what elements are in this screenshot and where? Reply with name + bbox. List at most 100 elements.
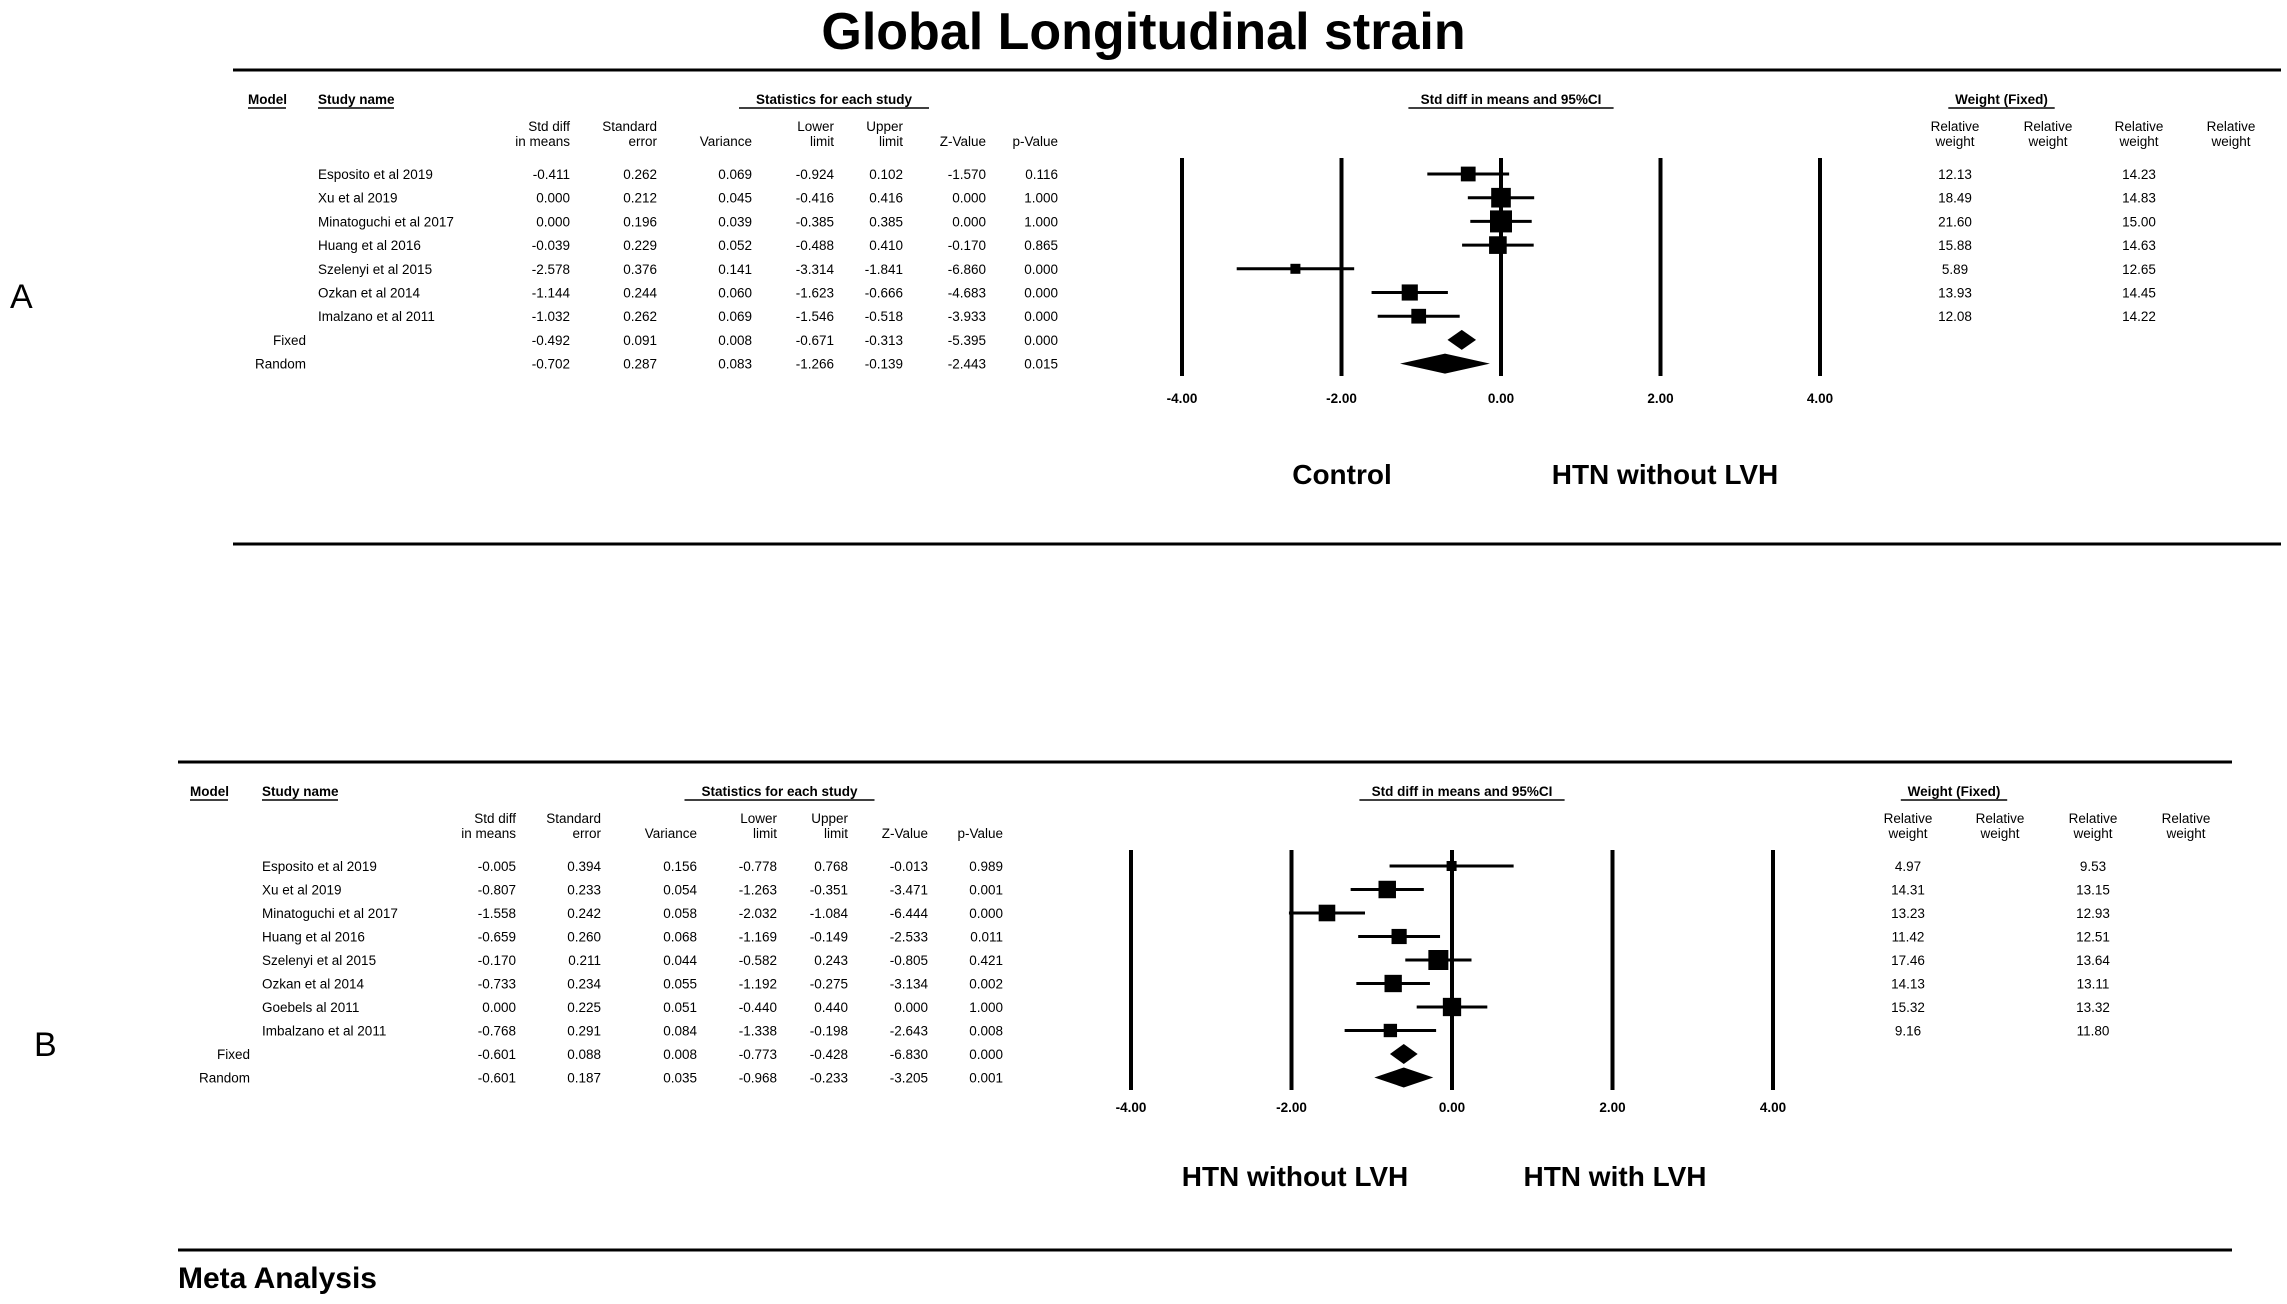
p1-row-5-point-estimate (1401, 284, 1418, 301)
p1-row-1-stat-4: 0.416 (869, 191, 903, 206)
p1-row-4-stat-0: -2.578 (532, 262, 570, 277)
p1-row-7-model: Fixed (273, 333, 306, 348)
p2-row-8-stat-4: -0.428 (810, 1047, 848, 1062)
p2-row-5-stat-6: 0.002 (969, 977, 1003, 992)
p2-row-2-point-estimate (1318, 904, 1336, 922)
p1-row-5-study-name: Ozkan et al 2014 (318, 286, 421, 301)
p2-row-3-stat-3: -1.169 (739, 930, 777, 945)
p2-row-5-stat-3: -1.192 (739, 977, 777, 992)
p1-row-1-stat-1: 0.212 (623, 191, 657, 206)
p2-favours-right-label: HTN with LVH (1523, 1161, 1706, 1192)
p1-row-8-model: Random (255, 357, 306, 372)
p1-header-forest: Std diff in means and 95%CI (1421, 92, 1602, 107)
p2-row-5-stat-2: 0.055 (663, 977, 697, 992)
p2-row-0-study-name: Esposito et al 2019 (262, 859, 377, 874)
p2-row-3-stat-2: 0.068 (663, 930, 697, 945)
p1-row-4-weight-fixed: 5.89 (1942, 262, 1968, 277)
p1-row-3-point-estimate (1489, 236, 1507, 254)
p1-row-3-stat-3: -0.488 (796, 238, 834, 253)
p1-row-1-point-estimate (1491, 187, 1511, 208)
p2-row-4-weight-fixed: 17.46 (1891, 953, 1925, 968)
p2-row-2-study-name: Minatoguchi et al 2017 (262, 906, 398, 921)
p2-row-1-stat-4: -0.351 (810, 883, 848, 898)
p2-row-9-stat-4: -0.233 (810, 1071, 848, 1086)
p1-row-3-stat-5: -0.170 (948, 238, 986, 253)
p1-row-0-stat-2: 0.069 (718, 167, 752, 182)
p2-row-5-stat-5: -3.134 (890, 977, 929, 992)
p2-row-2-stat-4: -1.084 (810, 906, 849, 921)
p1-row-0-stat-5: -1.570 (948, 167, 986, 182)
p2-row-7-stat-6: 0.008 (969, 1024, 1003, 1039)
p2-row-2-stat-6: 0.000 (969, 906, 1003, 921)
p1-row-0-stat-6: 0.116 (1025, 167, 1058, 182)
p2-row-1-stat-0: -0.807 (478, 883, 516, 898)
p2-row-4-stat-3: -0.582 (739, 953, 777, 968)
p1-col-header-6-line2: p-Value (1012, 134, 1058, 149)
p1-row-1-stat-2: 0.045 (718, 191, 752, 206)
p1-row-7-summary-diamond (1447, 329, 1477, 350)
p1-row-4-stat-6: 0.000 (1024, 262, 1058, 277)
panel-label-a: A (10, 278, 33, 316)
p1-weight-header-2-line2: weight (2118, 134, 2158, 149)
p1-row-7-stat-6: 0.000 (1024, 333, 1058, 348)
p2-row-5-weight-fixed: 14.13 (1891, 977, 1925, 992)
p1-header-weight: Weight (Fixed) (1955, 92, 2048, 107)
p1-row-4-stat-5: -6.860 (948, 262, 986, 277)
p2-row-3-point-estimate (1391, 928, 1407, 945)
p1-weight-header-1-line2: weight (2027, 134, 2067, 149)
p1-weight-header-1-line1: Relative (2024, 119, 2073, 134)
p1-row-0-study-name: Esposito et al 2019 (318, 167, 433, 182)
p1-row-8-stat-0: -0.702 (532, 357, 570, 372)
p2-row-7-weight-fixed: 9.16 (1895, 1024, 1921, 1039)
p2-row-6-stat-2: 0.051 (663, 1000, 697, 1015)
p2-row-1-weight-fixed: 14.31 (1891, 883, 1925, 898)
p2-weight-header-0-line1: Relative (1884, 811, 1933, 826)
p1-header-model: Model (248, 92, 287, 107)
p2-row-2-stat-1: 0.242 (567, 906, 601, 921)
p2-col-header-3-line2: limit (753, 826, 777, 841)
p1-row-1-weight-random: 14.83 (2122, 191, 2156, 206)
p2-row-7-stat-2: 0.084 (663, 1024, 697, 1039)
p2-row-9-stat-3: -0.968 (739, 1071, 777, 1086)
p1-row-4-stat-2: 0.141 (718, 262, 752, 277)
p1-row-2-weight-random: 15.00 (2122, 214, 2156, 229)
p1-x-tick-label-1: -2.00 (1326, 391, 1357, 406)
p1-row-4-point-estimate (1290, 263, 1301, 274)
p1-row-6-stat-6: 0.000 (1024, 309, 1058, 324)
p2-header-forest: Std diff in means and 95%CI (1372, 784, 1553, 799)
p2-row-3-stat-6: 0.011 (970, 930, 1003, 945)
p2-weight-header-3-line1: Relative (2162, 811, 2211, 826)
p2-row-7-stat-4: -0.198 (810, 1024, 848, 1039)
p1-row-6-stat-0: -1.032 (532, 309, 570, 324)
p2-row-6-study-name: Goebels al 2011 (262, 1000, 359, 1015)
p2-weight-header-1-line1: Relative (1976, 811, 2025, 826)
p2-row-0-stat-1: 0.394 (567, 859, 601, 874)
p1-weight-header-0-line2: weight (1934, 134, 1974, 149)
p1-row-4-weight-random: 12.65 (2122, 262, 2156, 277)
p2-favours-left-label: HTN without LVH (1182, 1161, 1409, 1192)
p2-row-5-weight-random: 13.11 (2077, 977, 2110, 992)
p2-row-9-stat-0: -0.601 (478, 1071, 516, 1086)
p2-x-tick-label-1: -2.00 (1276, 1100, 1307, 1115)
p1-row-3-stat-6: 0.865 (1024, 238, 1058, 253)
p1-row-5-weight-fixed: 13.93 (1938, 286, 1972, 301)
p2-row-3-stat-0: -0.659 (478, 930, 516, 945)
p2-col-header-0-line2: in means (461, 826, 516, 841)
p1-row-5-stat-0: -1.144 (532, 286, 571, 301)
p2-header-study-name: Study name (262, 784, 339, 799)
p1-row-1-stat-6: 1.000 (1024, 191, 1058, 206)
p2-x-tick-label-3: 2.00 (1599, 1100, 1625, 1115)
p2-row-9-summary-diamond (1374, 1067, 1434, 1088)
p2-row-9-stat-2: 0.035 (663, 1071, 697, 1086)
p1-row-0-weight-random: 14.23 (2122, 167, 2156, 182)
footer-label: Meta Analysis (178, 1262, 377, 1295)
p2-row-7-weight-random: 11.80 (2077, 1024, 2110, 1039)
p2-row-0-stat-3: -0.778 (739, 859, 777, 874)
p2-row-4-stat-2: 0.044 (663, 953, 697, 968)
p1-row-4-stat-3: -3.314 (796, 262, 835, 277)
p2-weight-header-1-line2: weight (1979, 826, 2019, 841)
p1-row-2-stat-1: 0.196 (623, 214, 657, 229)
p2-row-4-stat-1: 0.211 (568, 953, 601, 968)
p2-col-header-5-line2: Z-Value (882, 826, 928, 841)
p1-row-2-stat-6: 1.000 (1024, 214, 1058, 229)
